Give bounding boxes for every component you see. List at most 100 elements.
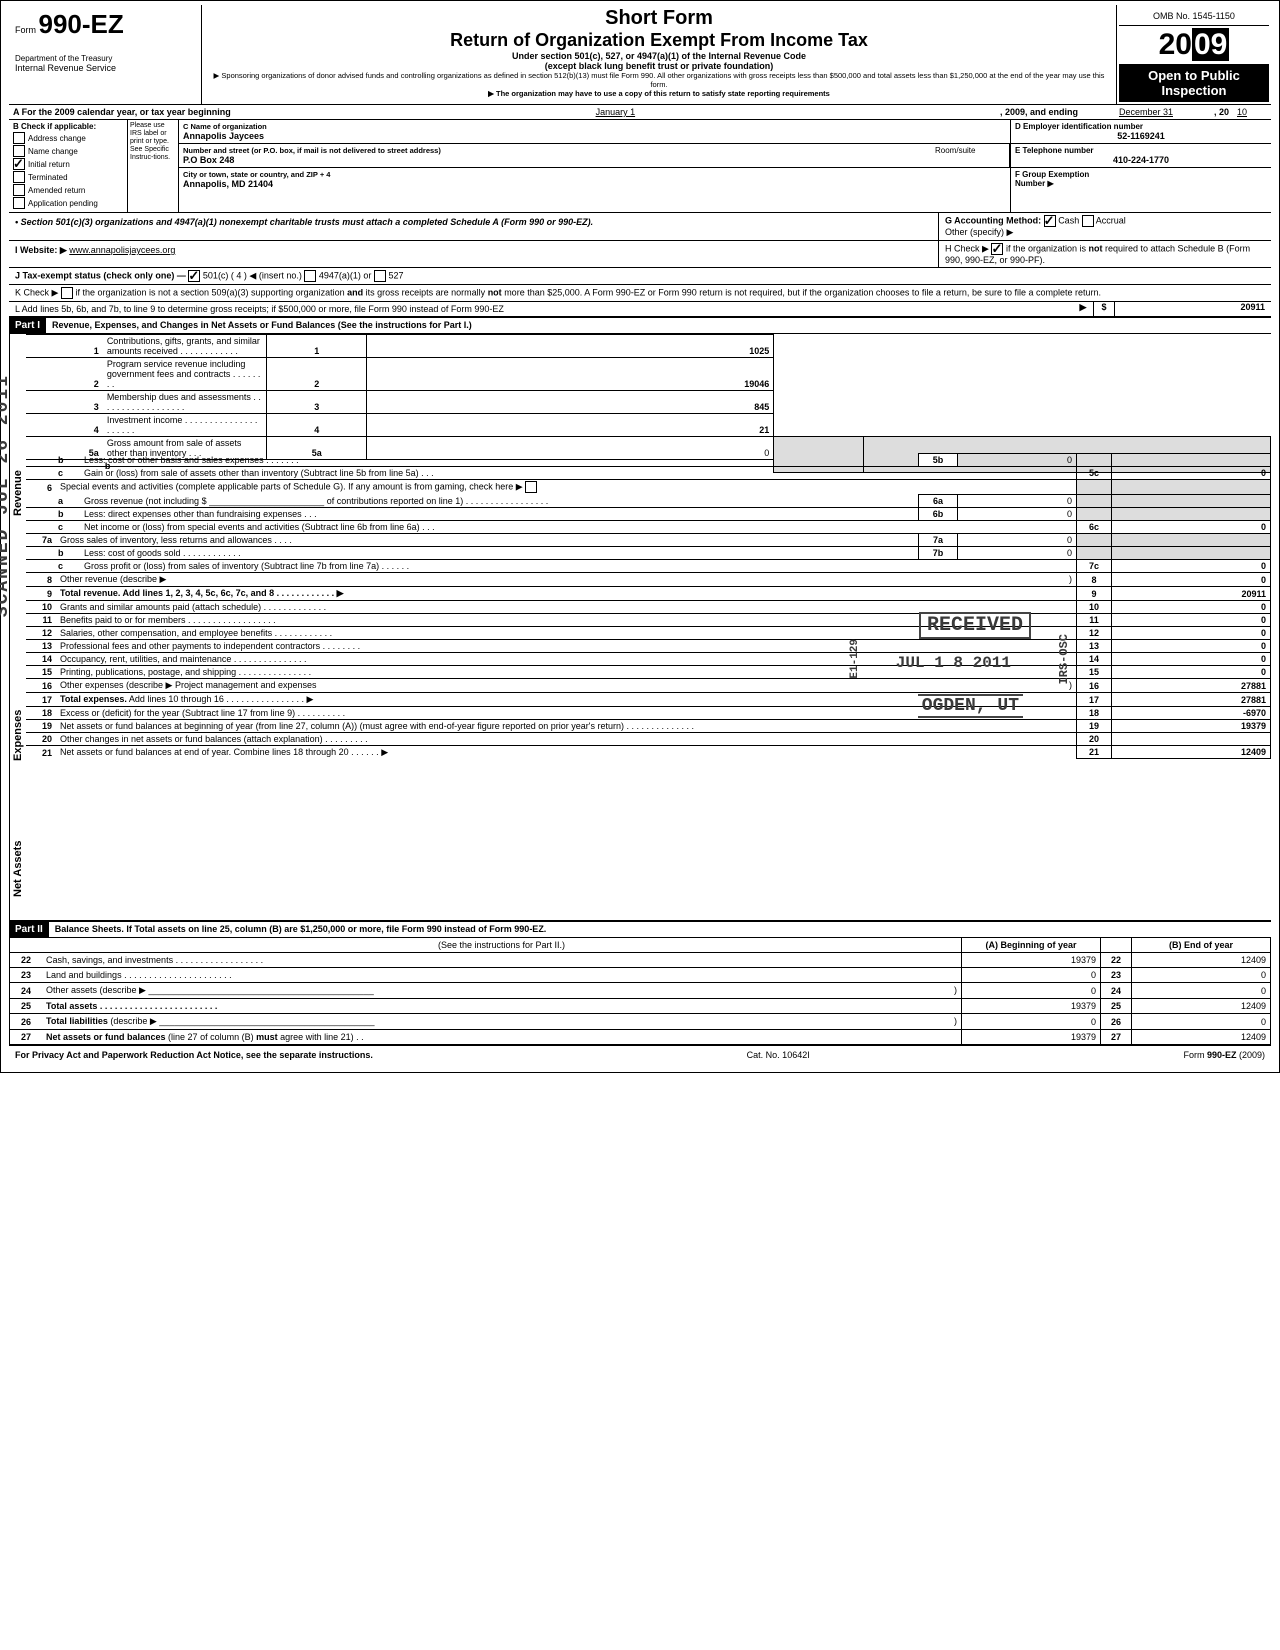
l-arrow: ▶ <box>1073 302 1093 316</box>
bal-24-desc: Other assets (describe ▶ _______________… <box>46 985 374 995</box>
l-amount: 20911 <box>1114 302 1271 316</box>
open-public-line1: Open to Public <box>1121 68 1267 83</box>
irs-label: Internal Revenue Service <box>15 63 195 73</box>
line-13-desc: Professional fees and other payments to … <box>56 639 1077 652</box>
line-17-amt: 27881 <box>1112 692 1271 706</box>
g-h-box: G Accounting Method: Cash Accrual Other … <box>938 213 1271 240</box>
line-6a-desc: Gross revenue (not including $ _________… <box>80 494 919 507</box>
line-6-desc: Special events and activities (complete … <box>60 481 523 491</box>
check-initial[interactable] <box>13 158 25 170</box>
j-row: J Tax-exempt status (check only one) — 5… <box>9 268 1271 285</box>
b-item-1: Name change <box>28 147 78 156</box>
year-box: OMB No. 1545-1150 2009 Open to Public In… <box>1116 5 1271 104</box>
line-4-desc: Investment income . . . . . . . . . . . … <box>103 414 267 437</box>
line-8-paren: ) <box>1069 574 1072 584</box>
bal-22-begin: 19379 <box>962 953 1101 968</box>
line-7a-amt: 0 <box>958 533 1077 546</box>
sponsor-note: ▶ Sponsoring organizations of donor advi… <box>208 71 1110 89</box>
part-i-body: SCANNED JUL 26 2011 Revenue Expenses Net… <box>9 333 1271 920</box>
bal-23-begin: 0 <box>962 968 1101 983</box>
c-addr-lbl: Number and street (or P.O. box, if mail … <box>183 146 927 155</box>
b-item-4: Amended return <box>28 186 85 195</box>
line-12-desc: Salaries, other compensation, and employ… <box>56 626 1077 639</box>
footer-left: For Privacy Act and Paperwork Reduction … <box>15 1050 373 1060</box>
check-k[interactable] <box>61 287 73 299</box>
line-20-desc: Other changes in net assets or fund bala… <box>56 732 1077 745</box>
please-box: Please use IRS label or print or type. S… <box>128 120 179 212</box>
line-8-desc: Other revenue (describe ▶ <box>60 574 166 584</box>
bal-23-desc: Land and buildings . . . . . . . . . . .… <box>42 968 962 983</box>
header-grid: B Check if applicable: Address change Na… <box>9 120 1271 213</box>
line-19-desc: Net assets or fund balances at beginning… <box>56 719 1077 732</box>
bal-26-begin: 0 <box>962 1014 1101 1030</box>
line-15-desc: Printing, publications, postage, and shi… <box>56 665 1077 678</box>
line-20-amt <box>1112 732 1271 745</box>
part-ii-sub: (See the instructions for Part II.) <box>42 938 962 953</box>
check-terminated[interactable] <box>13 171 25 183</box>
e-lbl: E Telephone number <box>1015 146 1267 155</box>
line-5b-desc: Less: cost or other basis and sales expe… <box>80 453 919 466</box>
row-a-end-month: December 31 <box>1082 105 1210 119</box>
section-501-note: • Section 501(c)(3) organizations and 49… <box>9 213 938 240</box>
col-b: B Check if applicable: Address change Na… <box>9 120 128 212</box>
g-other: Other (specify) ▶ <box>945 227 1265 238</box>
check-cash[interactable] <box>1044 215 1056 227</box>
line-13-amt: 0 <box>1112 639 1271 652</box>
col-c: C Name of organization Annapolis Jaycees… <box>179 120 1011 212</box>
row-a-begin: January 1 <box>235 105 996 119</box>
bal-24-end: 0 <box>1132 983 1271 999</box>
part-i-header: Part I Revenue, Expenses, and Changes in… <box>9 317 1271 333</box>
part-i-title: Revenue, Expenses, and Changes in Net As… <box>46 318 1271 333</box>
line-14-amt: 0 <box>1112 652 1271 665</box>
col-d: D Employer identification number 52-1169… <box>1011 120 1271 212</box>
check-501c[interactable] <box>188 270 200 282</box>
line-9-amt: 20911 <box>1112 586 1271 600</box>
row-a: A For the 2009 calendar year, or tax yea… <box>9 105 1271 120</box>
form-page: Form 990-EZ Department of the Treasury I… <box>0 0 1280 1073</box>
bal-22-end: 12409 <box>1132 953 1271 968</box>
c-addr-val: P.O Box 248 <box>183 155 927 165</box>
check-gaming[interactable] <box>525 481 537 493</box>
check-527[interactable] <box>374 270 386 282</box>
l-text: L Add lines 5b, 6b, and 7b, to line 9 to… <box>9 302 1073 316</box>
omb-number: OMB No. 1545-1150 <box>1119 7 1269 26</box>
line-1-desc: Contributions, gifts, grants, and simila… <box>103 335 267 358</box>
g-cash: Cash <box>1058 215 1079 225</box>
j-c: 4947(a)(1) or <box>319 270 372 280</box>
part-ii-header: Part II Balance Sheets. If Total assets … <box>9 920 1271 937</box>
check-4947[interactable] <box>304 270 316 282</box>
line-5c-desc: Gain or (loss) from sale of assets other… <box>80 466 1077 479</box>
k-row: K Check ▶ if the organization is not a s… <box>9 285 1271 302</box>
g-accrual: Accrual <box>1096 215 1126 225</box>
line-2-desc: Program service revenue including govern… <box>103 358 267 391</box>
website-value: www.annapolisjaycees.org <box>69 245 175 255</box>
form-label-box: Form 990-EZ Department of the Treasury I… <box>9 5 202 104</box>
check-h[interactable] <box>991 243 1003 255</box>
b-item-5: Application pending <box>28 199 98 208</box>
line-7c-desc: Gross profit or (loss) from sales of inv… <box>80 559 1077 572</box>
line-6b-amt: 0 <box>958 507 1077 520</box>
c-room-lbl: Room/suite <box>931 144 1010 168</box>
year-left: 20 <box>1159 28 1192 61</box>
c-city-val: Annapolis, MD 21404 <box>183 179 1006 189</box>
h-box: H Check ▶ if the organization is not req… <box>938 241 1271 267</box>
check-accrual[interactable] <box>1082 215 1094 227</box>
l-dollar: $ <box>1093 302 1114 316</box>
f-lbl2: Number ▶ <box>1015 179 1267 188</box>
j-a: J Tax-exempt status (check only one) — <box>15 270 186 280</box>
footer-right: Form 990-EZ (2009) <box>1183 1050 1265 1060</box>
check-pending[interactable] <box>13 197 25 209</box>
line-11-desc: Benefits paid to or for members . . . . … <box>56 613 1077 626</box>
bal-27-begin: 19379 <box>962 1030 1101 1045</box>
check-amended[interactable] <box>13 184 25 196</box>
subtitle-1: Under section 501(c), 527, or 4947(a)(1)… <box>208 51 1110 61</box>
line-10-amt: 0 <box>1112 600 1271 613</box>
side-expenses: Expenses <box>9 652 26 818</box>
open-public-line2: Inspection <box>1121 83 1267 98</box>
line-5c-amt: 0 <box>1112 466 1271 479</box>
row-a-yr-pre: , 20 <box>1210 105 1233 119</box>
b-item-3: Terminated <box>28 173 68 182</box>
line-5b-amt: 0 <box>958 453 1077 466</box>
title-box: Short Form Return of Organization Exempt… <box>202 5 1116 104</box>
check-address[interactable] <box>13 132 25 144</box>
